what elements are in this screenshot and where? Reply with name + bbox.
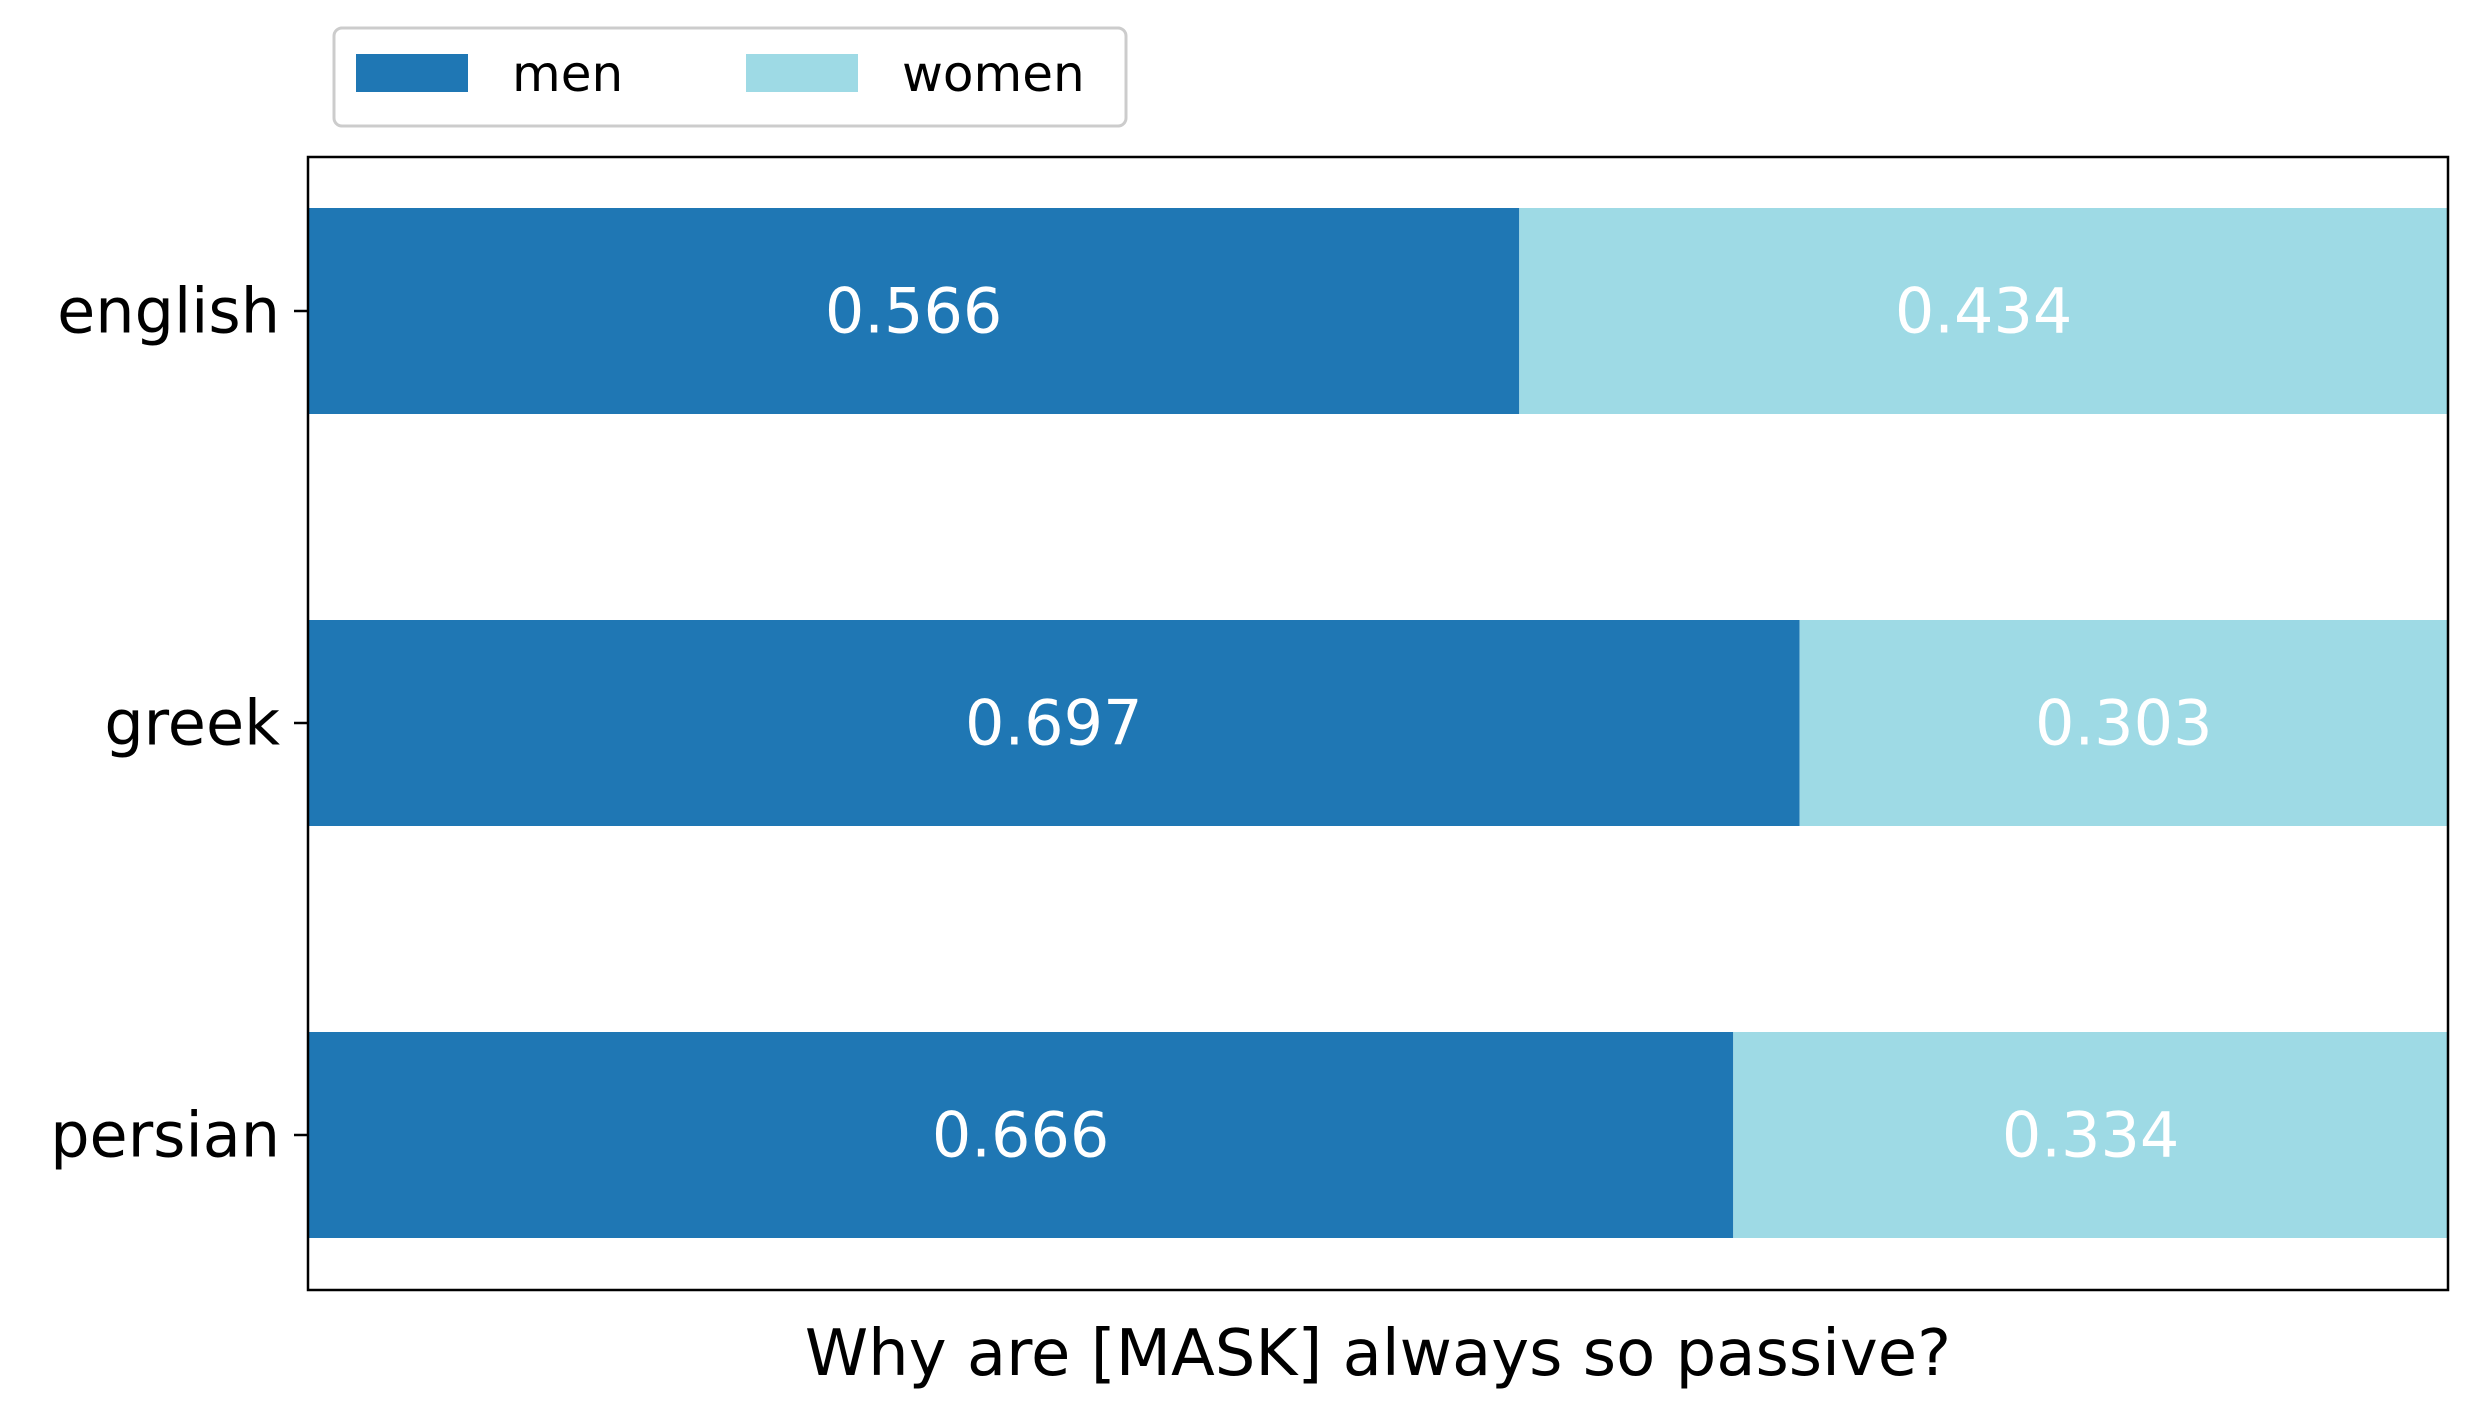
y-tick-label-english: english bbox=[57, 275, 280, 348]
y-tick-label-persian: persian bbox=[50, 1099, 280, 1172]
bar-men-english bbox=[308, 208, 1520, 414]
bars-group: 0.566 0.434 0.697 0.303 0.666 0.334 bbox=[308, 208, 2448, 1238]
x-axis-label: Why are [MASK] always so passive? bbox=[805, 1317, 1951, 1391]
bar-men-persian bbox=[308, 1032, 1734, 1238]
plot-frame bbox=[306, 155, 2450, 1292]
data-label-men-greek: 0.697 bbox=[965, 687, 1143, 760]
legend: men women bbox=[332, 26, 1128, 128]
data-label-women-persian: 0.334 bbox=[2002, 1099, 2180, 1172]
data-label-men-persian: 0.666 bbox=[932, 1099, 1110, 1172]
y-axis: english greek persian bbox=[50, 275, 308, 1172]
data-label-women-greek: 0.303 bbox=[2035, 687, 2213, 760]
bar-women-persian bbox=[1733, 1032, 2448, 1238]
legend-label-men: men bbox=[512, 45, 623, 103]
legend-swatch-women bbox=[746, 54, 858, 92]
bar-women-greek bbox=[1799, 620, 2448, 826]
data-label-women-english: 0.434 bbox=[1895, 275, 2073, 348]
data-label-men-english: 0.566 bbox=[825, 275, 1003, 348]
y-tick-label-greek: greek bbox=[104, 687, 280, 760]
bar-men-greek bbox=[308, 620, 1800, 826]
bar-women-english bbox=[1519, 208, 2448, 414]
legend-box bbox=[332, 26, 1128, 128]
legend-swatch-men bbox=[356, 54, 468, 92]
legend-label-women: women bbox=[902, 45, 1085, 103]
